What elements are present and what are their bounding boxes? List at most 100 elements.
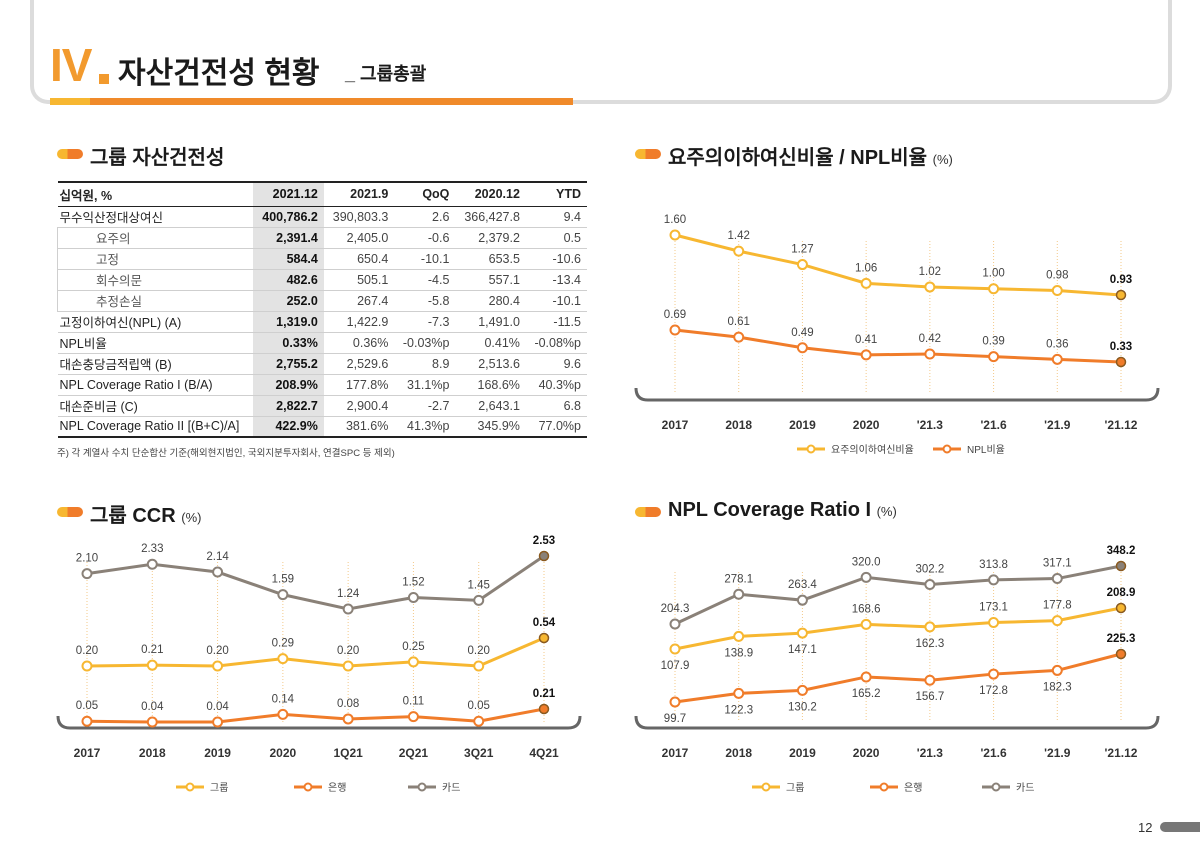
x-tick-label: '21.12 xyxy=(1105,418,1138,432)
data-label: 165.2 xyxy=(852,688,881,700)
series-line-1 xyxy=(674,328,1122,364)
table-cell: 0.33% xyxy=(253,332,324,354)
data-point xyxy=(1051,573,1063,585)
table-cell: 505.1 xyxy=(323,269,395,291)
table-cell: 31.1%p xyxy=(394,374,456,396)
data-point xyxy=(473,715,485,727)
data-point xyxy=(1115,289,1127,301)
data-label: 0.33 xyxy=(1110,341,1132,353)
data-point xyxy=(796,342,808,354)
data-label: 0.21 xyxy=(533,688,556,700)
table-row: NPL Coverage Ratio II [(B+C)/A] 422.9% 381… xyxy=(57,416,587,438)
data-point xyxy=(988,617,1000,629)
table-cell: 0.36% xyxy=(323,332,395,354)
data-point xyxy=(81,715,93,727)
data-point xyxy=(342,713,354,725)
x-tick-label: 2020 xyxy=(853,746,880,760)
table-cell: 6.8 xyxy=(525,395,587,417)
x-tick-label: 2018 xyxy=(725,418,752,432)
section-bullet-icon xyxy=(57,507,83,517)
data-point xyxy=(924,281,936,293)
data-label: 225.3 xyxy=(1107,633,1136,645)
data-label: 278.1 xyxy=(724,573,753,585)
table-cell: 2,379.2 xyxy=(455,227,526,249)
data-point xyxy=(669,229,681,241)
data-point xyxy=(669,618,681,630)
table-section-title: 그룹 자산건전성 xyxy=(90,147,225,169)
data-label: 1.02 xyxy=(919,266,941,278)
data-label: 208.9 xyxy=(1107,587,1136,599)
table-cell: 2,822.7 xyxy=(253,395,324,417)
page-tab xyxy=(1160,822,1200,832)
data-label: 0.54 xyxy=(533,617,556,629)
data-point xyxy=(733,630,745,642)
table-cell: 2,405.0 xyxy=(323,227,395,249)
data-point xyxy=(1051,615,1063,627)
data-label: 147.1 xyxy=(788,644,817,656)
data-label: 182.3 xyxy=(1043,681,1072,693)
table-cell: 2,529.6 xyxy=(323,353,395,375)
page-number: 12 xyxy=(1138,820,1153,835)
data-point xyxy=(81,568,93,580)
data-label: 0.11 xyxy=(403,696,425,708)
legend-marker xyxy=(303,782,313,792)
data-point xyxy=(733,245,745,257)
data-point xyxy=(1115,560,1127,572)
legend-label: 요주의이하여신비율 xyxy=(831,443,914,456)
chart-baseline xyxy=(634,715,1160,730)
data-label: 1.27 xyxy=(791,244,813,256)
table-row: 대손충당금적립액 (B) 2,755.2 2,529.6 8.9 2,513.6 9.6 xyxy=(57,353,587,375)
table-cell: 9.6 xyxy=(525,353,587,375)
table-cell: 177.8% xyxy=(323,374,395,396)
table-cell: 366,427.8 xyxy=(455,206,526,228)
table-cell: 422.9% xyxy=(253,416,324,438)
x-tick-label: 2017 xyxy=(662,746,689,760)
legend-marker xyxy=(185,782,195,792)
column-header: QoQ xyxy=(394,181,456,207)
data-point xyxy=(988,574,1000,586)
data-label: 99.7 xyxy=(664,713,686,725)
data-label: 204.3 xyxy=(661,603,690,615)
data-point xyxy=(860,571,872,583)
table-cell: 0.41% xyxy=(455,332,526,354)
chart3-title: NPL Coverage Ratio I (%) xyxy=(668,499,897,521)
data-label: 0.04 xyxy=(206,701,229,713)
table-cell: 400,786.2 xyxy=(253,206,324,228)
table-cell: 2,391.4 xyxy=(253,227,324,249)
table-row: 회수의문 482.6 505.1 -4.5 557.1 -13.4 xyxy=(57,269,587,291)
x-tick-label: 2018 xyxy=(139,746,166,760)
table-cell: 390,803.3 xyxy=(323,206,395,228)
data-label: 1.42 xyxy=(728,230,750,242)
data-label: 0.39 xyxy=(982,336,1004,348)
data-label: 1.45 xyxy=(468,579,490,591)
data-label: 0.69 xyxy=(664,309,686,321)
series-line-0 xyxy=(674,233,1122,297)
table-cell: 653.5 xyxy=(455,248,526,270)
data-point xyxy=(1051,285,1063,297)
header-frame xyxy=(30,0,1172,104)
data-label: 0.49 xyxy=(791,327,813,339)
table-cell: 77.0%p xyxy=(525,416,587,438)
x-tick-label: 2019 xyxy=(204,746,231,760)
x-tick-label: 2017 xyxy=(662,418,689,432)
data-point xyxy=(538,550,550,562)
header-underline xyxy=(50,98,573,105)
table-cell: 2,643.1 xyxy=(455,395,526,417)
data-label: 1.52 xyxy=(402,576,424,588)
data-point xyxy=(988,283,1000,295)
data-label: 2.53 xyxy=(533,535,555,547)
data-label: 0.05 xyxy=(76,700,98,712)
data-point xyxy=(860,349,872,361)
data-label: 2.14 xyxy=(206,551,229,563)
x-tick-label: '21.3 xyxy=(917,418,944,432)
data-label: 0.20 xyxy=(76,645,98,657)
table-cell: 8.9 xyxy=(394,353,456,375)
series-line-0 xyxy=(86,636,545,668)
table-cell: 2,900.4 xyxy=(323,395,395,417)
table-cell: -11.5 xyxy=(525,311,587,333)
x-tick-label: 2Q21 xyxy=(399,746,429,760)
data-label: 168.6 xyxy=(852,603,881,615)
x-tick-label: '21.9 xyxy=(1044,418,1071,432)
data-point xyxy=(146,558,158,570)
legend-marker xyxy=(806,444,816,454)
